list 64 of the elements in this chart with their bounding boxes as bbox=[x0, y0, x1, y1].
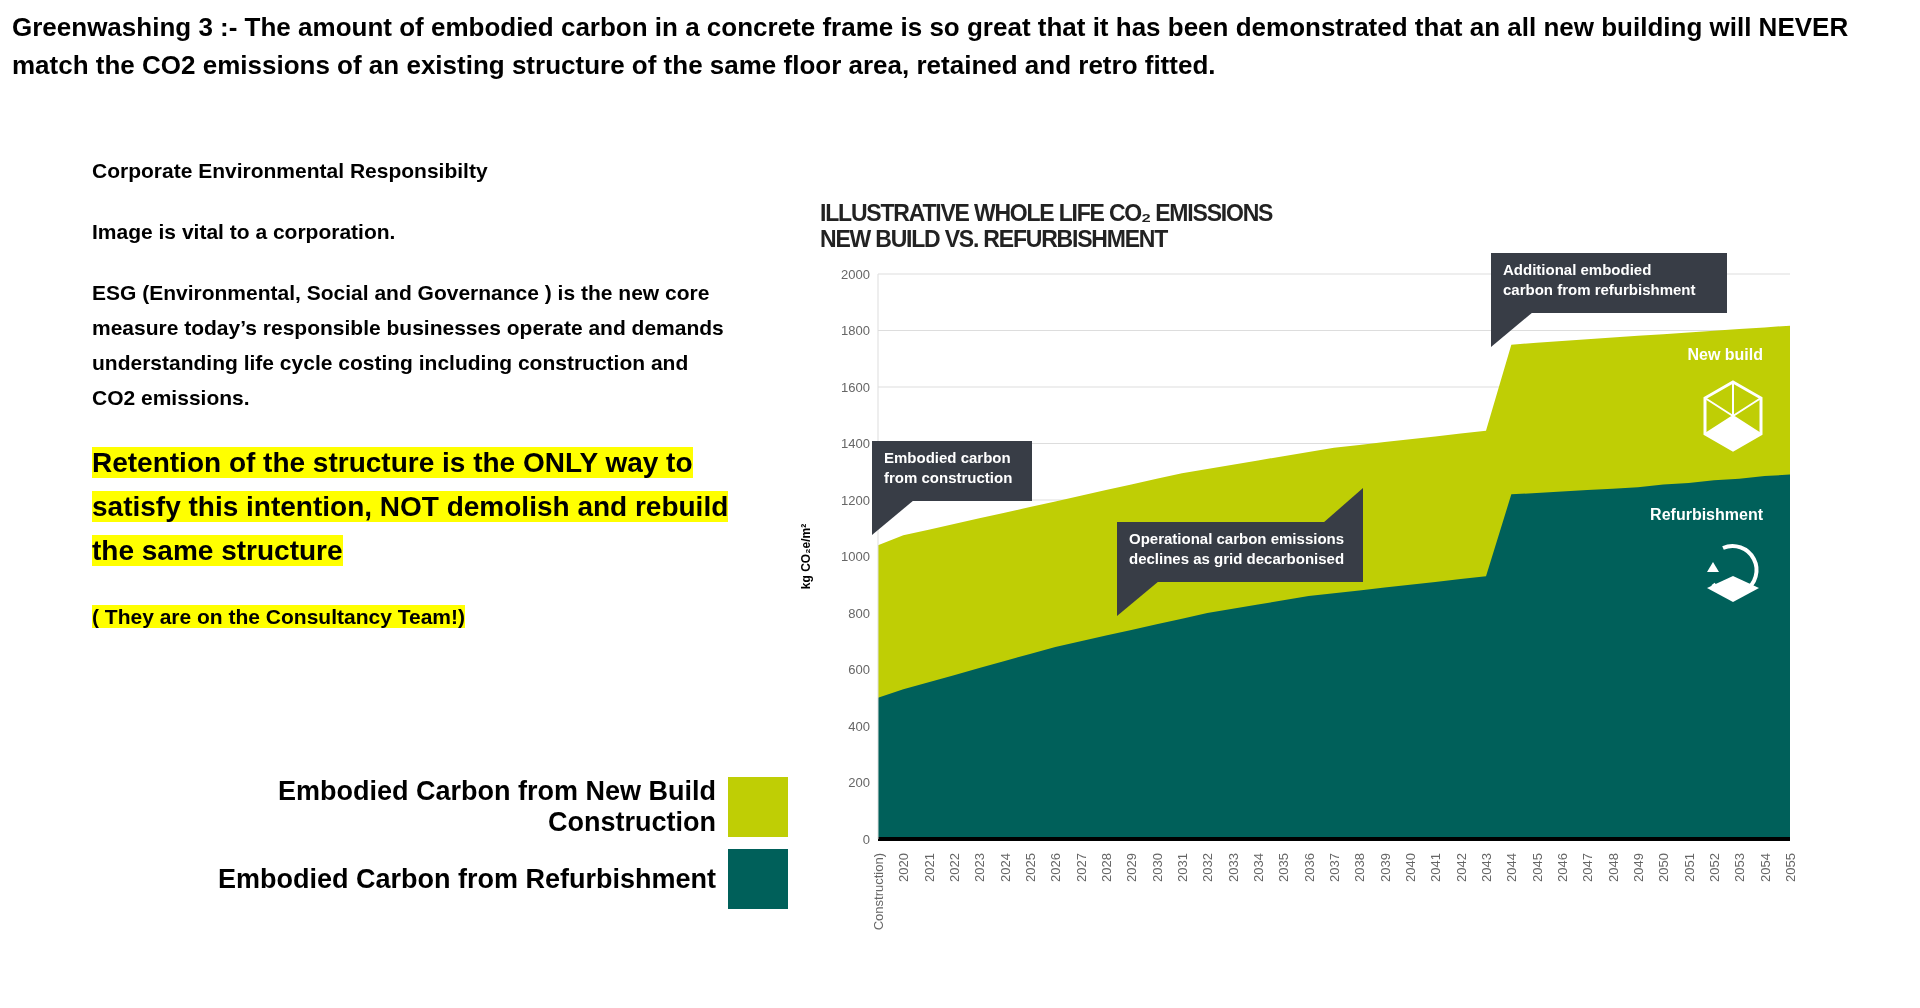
x-tick-label: 2023 bbox=[972, 853, 988, 882]
chart-subtitle: NEW BUILD VS. REFURBISHMENT bbox=[820, 226, 1169, 252]
annotation: Refurbishment bbox=[1650, 506, 1764, 523]
x-tick-label: 2045 bbox=[1529, 853, 1545, 882]
x-tick-label: 2035 bbox=[1276, 853, 1292, 882]
y-tick-label: 1800 bbox=[841, 323, 870, 339]
y-tick-label: 400 bbox=[848, 718, 870, 734]
x-tick-label: 2041 bbox=[1428, 853, 1444, 882]
x-tick-label: 2026 bbox=[1048, 853, 1064, 882]
x-tick-label: 2044 bbox=[1504, 853, 1520, 882]
x-tick-label: 2040 bbox=[1403, 853, 1418, 882]
x-tick-label: 2037 bbox=[1327, 853, 1342, 882]
x-tick-label: 2032 bbox=[1200, 853, 1216, 882]
y-tick-label: 800 bbox=[848, 605, 870, 621]
y-tick-label: 0 bbox=[862, 831, 870, 847]
y-tick-label: 1600 bbox=[841, 379, 870, 395]
x-tick-label: 2030 bbox=[1149, 853, 1165, 882]
x-tick-label: 2053 bbox=[1732, 853, 1748, 882]
x-tick-label: 2029 bbox=[1124, 853, 1140, 882]
legend-label: Embodied Carbon from Refurbishment bbox=[216, 863, 716, 895]
x-tick-label: 2051 bbox=[1681, 853, 1697, 882]
text: Greenwashing 3 :- The amount of embodied carbon in a concrete frame is so great that it has been demonstrated that an all new building will NEVER match the CO2 emissions of an existing structure of the same floor area, retained and retro fitted. bbox=[12, 11, 1850, 82]
y-tick-label: 600 bbox=[848, 662, 870, 678]
x-tick-label: 2025 bbox=[1023, 853, 1038, 882]
x-tick-label: 2036 bbox=[1301, 853, 1317, 882]
x-tick-label: 2028 bbox=[1099, 853, 1114, 882]
x-tick-label: 2038 bbox=[1352, 853, 1368, 882]
text: ( They are on the Consultancy Team!) bbox=[92, 605, 466, 628]
x-tick-label: 2043 bbox=[1479, 853, 1494, 882]
x-tick-label: 2022 bbox=[947, 853, 962, 882]
text: Image is vital to a corporation. bbox=[92, 220, 396, 243]
x-tick-label: 2052 bbox=[1707, 853, 1722, 882]
y-tick-label: 1000 bbox=[841, 549, 870, 565]
x-tick-label: 2042 bbox=[1453, 853, 1469, 882]
annotation: Embodied carbon from construction bbox=[884, 449, 1013, 486]
x-tick-label: 2027 bbox=[1073, 853, 1089, 882]
annotation: Additional embodied carbon from refurbishment bbox=[1503, 261, 1696, 298]
annotation: Operational carbon emissions declines as grid decarbonised bbox=[1129, 530, 1345, 567]
x-tick-label: 2054 bbox=[1757, 853, 1773, 882]
x-tick-label: 2033 bbox=[1225, 853, 1241, 882]
x-tick-label: 2047 bbox=[1580, 853, 1596, 882]
chart-title: ILLUSTRATIVE WHOLE LIFE CO₂ EMISSIONS bbox=[820, 200, 1273, 226]
x-tick-label: 2046 bbox=[1555, 853, 1570, 882]
text: Retention of the structure is the ONLY way to satisfy this intention, NOT demolish and rebuild the same structure bbox=[92, 447, 729, 566]
x-tick-label: 2020 bbox=[896, 853, 912, 882]
y-tick-label: 1200 bbox=[841, 492, 870, 508]
x-tick-label: 2050 bbox=[1656, 853, 1672, 882]
x-tick-label: 2021 bbox=[921, 853, 937, 882]
text: ESG (Environmental, Social and Governance ) is the new core measure today’s responsible businesses operate and demands understanding life cycle costing including construction and CO2 emissions. bbox=[92, 281, 724, 409]
y-tick-label: 200 bbox=[848, 775, 870, 791]
annotation: New build bbox=[1687, 346, 1763, 363]
x-tick-label: Construction) bbox=[871, 853, 886, 931]
x-tick-label: 2048 bbox=[1605, 853, 1621, 882]
legend-label: Embodied Carbon from New Build Construction bbox=[277, 776, 716, 838]
x-tick-label: 2055 bbox=[1783, 853, 1798, 882]
y-tick-label: 2000 bbox=[841, 266, 870, 282]
x-tick-label: 2034 bbox=[1251, 853, 1266, 882]
x-tick-label: 2039 bbox=[1377, 853, 1393, 882]
y-axis-title: kg CO₂e/m² bbox=[799, 523, 814, 590]
y-tick-label: 1400 bbox=[841, 436, 870, 452]
x-tick-label: 2024 bbox=[997, 853, 1013, 882]
text: Corporate Environmental Responsibilty bbox=[92, 159, 488, 182]
x-tick-label: 2031 bbox=[1175, 853, 1190, 882]
x-tick-label: 2049 bbox=[1631, 853, 1646, 882]
